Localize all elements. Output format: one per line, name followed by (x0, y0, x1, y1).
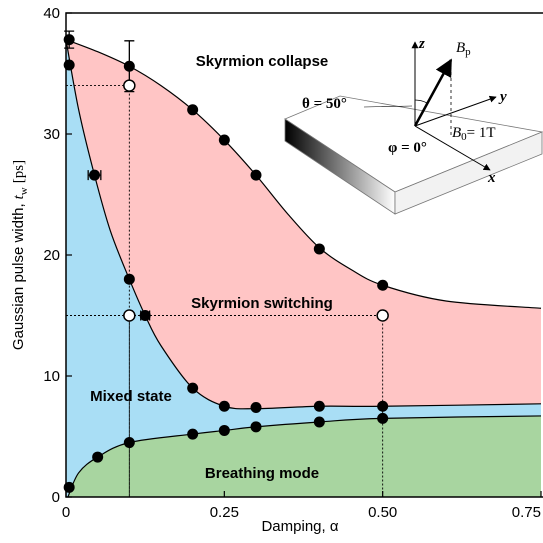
y-label: y (498, 89, 507, 105)
breathing-region (67, 415, 542, 497)
field-symbol: B (456, 40, 465, 56)
b0-rest: = 1T (467, 125, 496, 141)
theta-arc (414, 99, 428, 104)
data-point (218, 134, 230, 146)
y-tick-label: 30 (43, 126, 60, 143)
open-point (376, 309, 389, 322)
field-label: Bp (456, 40, 471, 58)
y-title-sub: w (18, 187, 30, 195)
region-label: Breathing mode (205, 465, 319, 482)
data-point (377, 412, 389, 424)
field-sub: p (465, 46, 471, 58)
y-tick-label: 10 (43, 368, 60, 385)
x-tick-label: 0 (62, 504, 70, 521)
data-point (313, 400, 325, 412)
slab-front (394, 131, 543, 215)
open-point (123, 79, 136, 92)
data-point (187, 428, 199, 440)
open-point (123, 309, 136, 322)
b0-symbol: B (452, 125, 461, 141)
x-label: x (487, 170, 496, 186)
y-title-text: Gaussian pulse width, (10, 203, 27, 350)
x-tick-label: 0.25 (210, 504, 239, 521)
x-axis-arrow (414, 125, 491, 171)
data-point (187, 104, 199, 116)
data-point (377, 279, 389, 291)
theta-leader (363, 105, 413, 108)
y-tick-label: 20 (43, 247, 60, 264)
data-point (123, 60, 135, 72)
inset-diagram: z y x Bp θ = 50° φ = 0° B0= 1T (284, 36, 543, 215)
region-labels: Skyrmion collapse Skyrmion switching Mix… (90, 53, 333, 482)
data-point (377, 400, 389, 412)
data-point (313, 243, 325, 255)
data-point (123, 437, 135, 449)
y-title-unit: [ps] (11, 160, 27, 183)
y-axis-title: Gaussian pulse width, tw [ps] (10, 160, 30, 350)
b0-label: B0= 1T (452, 125, 496, 143)
regions (66, 39, 542, 497)
data-point (313, 416, 325, 428)
data-point (89, 169, 100, 181)
y-axis-arrow (414, 95, 497, 127)
y-title-var: t (11, 194, 27, 199)
data-point (187, 382, 199, 394)
b0-sub: 0 (461, 131, 467, 143)
data-point (92, 451, 104, 463)
data-point (139, 310, 151, 321)
z-label: z (418, 36, 425, 52)
data-point (218, 400, 230, 412)
axes: 0 10 20 30 40 0 0.25 0.50 0.75 (43, 5, 543, 521)
phi-label: φ = 0° (388, 140, 427, 156)
region-label: Skyrmion collapse (196, 53, 329, 70)
region-label: Skyrmion switching (191, 295, 333, 312)
theta-label: θ = 50° (302, 96, 347, 112)
field-arrow (413, 58, 453, 127)
switching-region (66, 39, 541, 409)
data-point (250, 401, 262, 413)
data-point (250, 169, 262, 181)
x-tick-label: 0.75 (512, 504, 541, 521)
guides (66, 85, 384, 497)
x-axis-title: Damping, α (261, 518, 338, 535)
y-tick-label: 40 (43, 5, 60, 22)
data-point (123, 273, 135, 285)
region-label: Mixed state (90, 388, 172, 405)
data-point (218, 424, 230, 436)
x-tick-label: 0.50 (368, 504, 397, 521)
data-point (250, 421, 262, 433)
y-tick-label: 0 (52, 489, 60, 506)
